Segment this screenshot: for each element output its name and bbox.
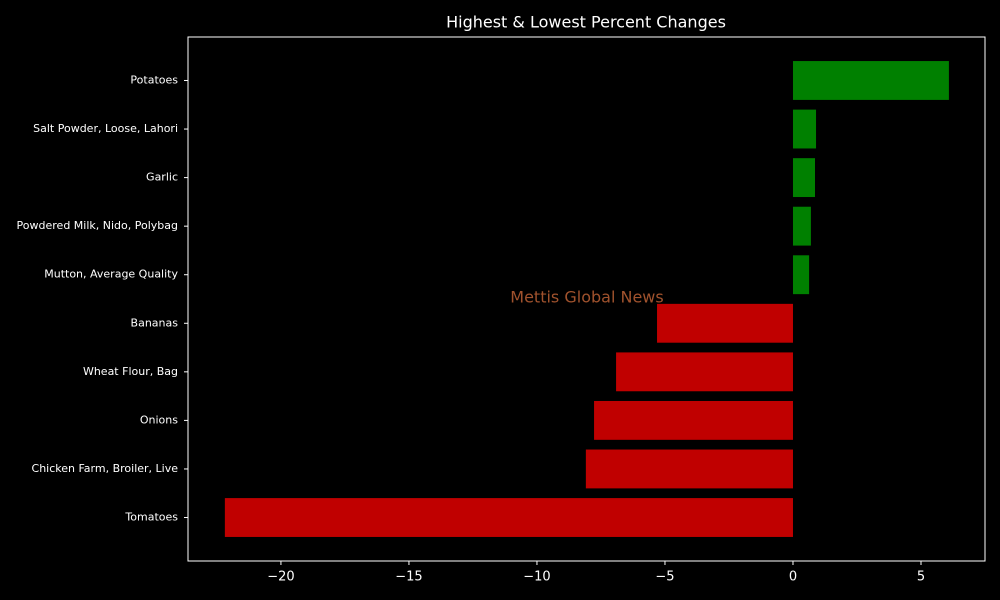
y-tick-label: Bananas xyxy=(131,316,179,329)
y-tick-label: Powdered Milk, Nido, Polybag xyxy=(17,219,178,232)
y-tick-label: Wheat Flour, Bag xyxy=(83,365,178,378)
x-tick-label: −10 xyxy=(523,570,550,585)
bar xyxy=(792,158,816,198)
y-tick-label: Garlic xyxy=(146,171,178,184)
bar xyxy=(224,498,793,537)
bar xyxy=(792,206,811,246)
bar xyxy=(594,400,793,440)
y-tick-label: Chicken Farm, Broiler, Live xyxy=(32,462,179,475)
x-tick-label: −5 xyxy=(655,570,674,585)
y-tick-label: Tomatoes xyxy=(124,511,178,524)
x-tick-label: 0 xyxy=(789,570,797,585)
x-tick-label: 5 xyxy=(917,570,925,585)
x-tick-label: −20 xyxy=(267,570,294,585)
y-tick-label: Salt Powder, Loose, Lahori xyxy=(33,122,178,135)
bar xyxy=(792,61,949,100)
y-tick-label: Onions xyxy=(140,413,178,426)
watermark: Mettis Global News xyxy=(510,288,663,307)
y-tick-label: Mutton, Average Quality xyxy=(44,268,178,281)
chart-title: Highest & Lowest Percent Changes xyxy=(446,13,726,32)
y-tick-label: Potatoes xyxy=(130,73,178,86)
x-tick-label: −15 xyxy=(395,570,422,585)
bar xyxy=(792,255,810,295)
plot-frame xyxy=(187,36,986,562)
bar xyxy=(792,109,817,149)
bar xyxy=(657,303,793,343)
bar xyxy=(616,352,793,392)
bar xyxy=(585,449,793,489)
